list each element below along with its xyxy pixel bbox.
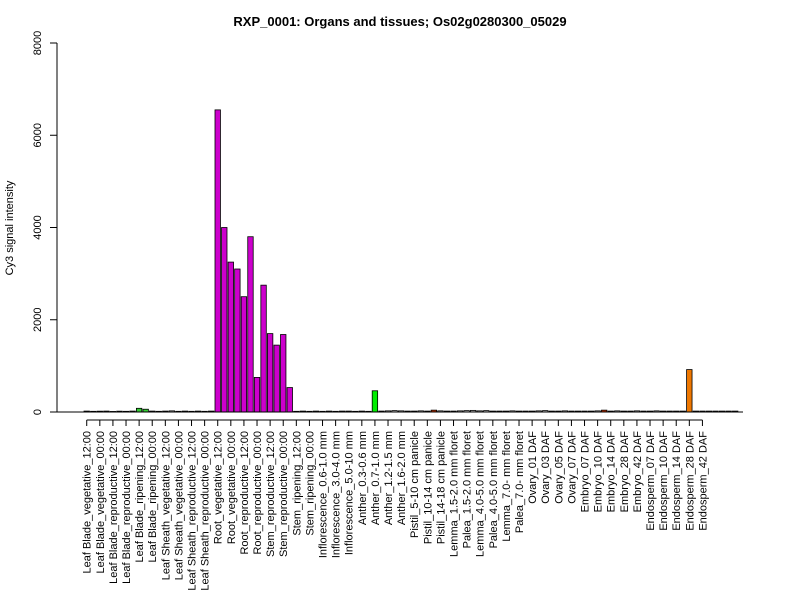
- x-tick-label: Lemma_4.0-5.0 mm floret: [475, 431, 487, 557]
- bar: [280, 334, 287, 413]
- x-tick-label: Leaf Sheath_reproductive_12:00: [187, 431, 199, 591]
- y-tick-label: 0: [32, 409, 44, 415]
- x-tick-label: Ovary_05 DAF: [553, 431, 565, 504]
- x-tick-label: Endosperm_42 DAF: [697, 431, 709, 531]
- x-tick-label: Lemma_1.5-2.0 mm floret: [449, 431, 461, 557]
- x-tick-label: Pistil_10-14 cm panicle: [422, 431, 434, 544]
- x-tick-label: Endosperm_14 DAF: [671, 431, 683, 531]
- x-tick-label: Anther_1.2-1.5 mm: [383, 431, 395, 525]
- x-tick-label: Stem_reproductive_12:00: [265, 431, 277, 557]
- x-tick-label: Endosperm_07 DAF: [645, 431, 657, 531]
- bar: [135, 407, 143, 413]
- bar: [253, 377, 261, 413]
- x-tick-label: Leaf Blade_ripening_00:00: [147, 431, 159, 563]
- x-tick-label: Palea_4.0-5.0 mm floret: [488, 431, 500, 548]
- bar: [286, 387, 293, 413]
- y-tick-label: 4000: [32, 215, 44, 239]
- bar: [260, 284, 267, 413]
- x-tick-label: Ovary_07 DAF: [566, 431, 578, 504]
- bar: [240, 296, 248, 413]
- bar: [686, 369, 693, 413]
- x-tick-label: Embryo_14 DAF: [606, 431, 618, 513]
- bar: [247, 236, 254, 413]
- x-tick-label: Leaf Blade_reproductive_12:00: [108, 431, 120, 584]
- x-tick-label: Ovary_03 DAF: [540, 431, 552, 504]
- x-tick-label: Embryo_10 DAF: [593, 431, 605, 513]
- x-tick-label: Anther_1.6-2.0 mm: [396, 431, 408, 525]
- x-tick-label: Embryo_42 DAF: [632, 431, 644, 513]
- bar: [221, 227, 228, 413]
- x-tick-label: Palea_1.5-2.0 mm floret: [462, 431, 474, 548]
- x-tick-label: Inflorescence_5.0-10 mm: [344, 431, 356, 555]
- x-tick-label: Inflorescence_3.0-4.0 mm: [331, 431, 343, 558]
- x-axis: Leaf Blade_vegetative_12:00 Leaf Blade_ve…: [57, 411, 743, 591]
- x-tick-label: Leaf Blade_reproductive_00:00: [121, 431, 133, 584]
- x-tick-label: Anther_0.7-1.0 mm: [370, 431, 382, 525]
- x-tick-label: Inflorescence_0.6-1.0 mm: [318, 431, 330, 558]
- bar: [214, 109, 221, 413]
- x-tick-label: Pistil_5-10 cm panicle: [409, 431, 421, 538]
- y-tick-label: 8000: [32, 31, 44, 55]
- y-tick-label: 2000: [32, 308, 44, 332]
- x-tick-label: Pistil_14-18 cm panicle: [435, 431, 447, 544]
- y-tick-label: 6000: [32, 123, 44, 147]
- x-tick-label: Root_vegetative_12:00: [213, 431, 225, 544]
- x-tick-label: Stem_reproductive_00:00: [278, 431, 290, 557]
- x-tick-label: Endosperm_28 DAF: [684, 431, 696, 531]
- x-tick-label: Ovary_01 DAF: [527, 431, 539, 504]
- x-tick-label: Stem_ripening_00:00: [304, 431, 316, 536]
- bar: [371, 390, 379, 413]
- x-tick-label: Leaf Blade_ripening_12:00: [134, 431, 146, 563]
- x-tick-label: Root_reproductive_12:00: [239, 431, 251, 555]
- x-tick-label: Anther_0.3-0.6 mm: [357, 431, 369, 525]
- x-tick-label: Leaf Sheath_reproductive_00:00: [200, 431, 212, 591]
- x-tick-label: Root_vegetative_00:00: [226, 431, 238, 544]
- x-tick-label: Embryo_07 DAF: [580, 431, 592, 513]
- x-tick-label: Leaf Blade_vegetative_00:00: [95, 431, 107, 574]
- bar: [234, 268, 241, 413]
- x-tick-label: Root_reproductive_00:00: [252, 431, 264, 555]
- x-tick-label: Leaf Sheath_vegetative_00:00: [173, 431, 185, 580]
- x-tick-label: Endosperm_10 DAF: [658, 431, 670, 531]
- bar: [227, 261, 234, 413]
- y-axis-label: Cy3 signal intensity: [4, 180, 16, 275]
- bar: [273, 344, 280, 413]
- y-axis: 0 2000 4000 6000 8000: [32, 31, 58, 415]
- x-tick-label: Palea_7.0- mm floret: [514, 431, 526, 533]
- bar: [266, 333, 274, 413]
- x-tick-label: Leaf Sheath_vegetative_12:00: [160, 431, 172, 580]
- x-tick-label: Embryo_28 DAF: [619, 431, 631, 513]
- chart-title: RXP_0001: Organs and tissues; Os02g02803…: [233, 14, 566, 29]
- bar-series: [83, 109, 739, 413]
- x-tick-label: Stem_ripening_12:00: [291, 431, 303, 536]
- x-tick-label: Lemma_7.0- mm floret: [501, 431, 513, 542]
- x-tick-label: Leaf Blade_vegetative_12:00: [82, 431, 94, 574]
